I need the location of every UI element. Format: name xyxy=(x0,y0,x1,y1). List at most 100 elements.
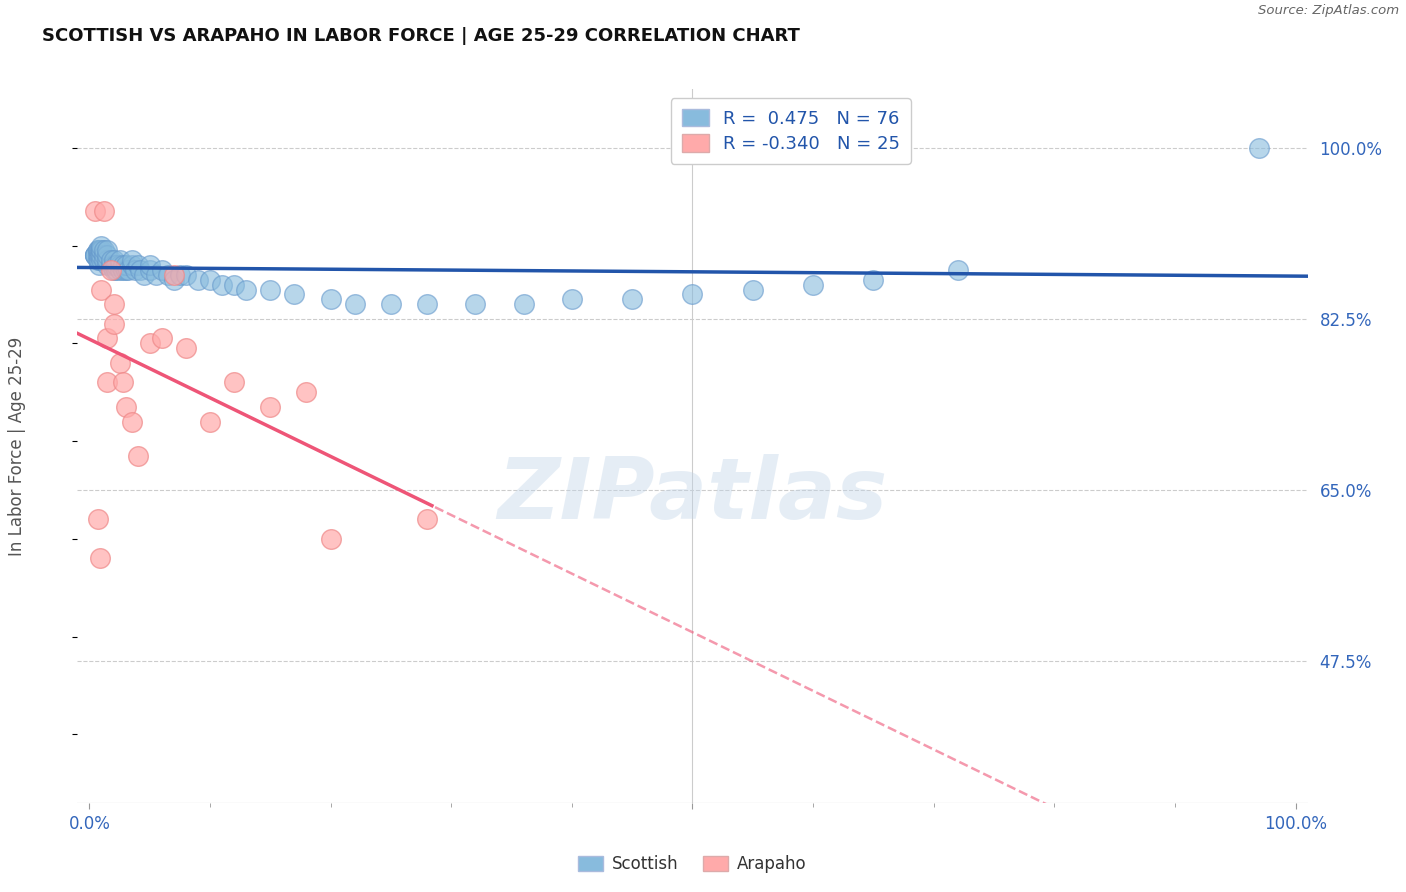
Point xyxy=(96,331,118,345)
Text: ZIPatlas: ZIPatlas xyxy=(498,454,887,538)
Point xyxy=(90,244,112,258)
Legend: Scottish, Arapaho: Scottish, Arapaho xyxy=(572,849,813,880)
Point xyxy=(862,273,884,287)
Point xyxy=(108,253,131,268)
Point xyxy=(112,376,135,390)
Point xyxy=(132,268,155,282)
Text: SCOTTISH VS ARAPAHO IN LABOR FORCE | AGE 25-29 CORRELATION CHART: SCOTTISH VS ARAPAHO IN LABOR FORCE | AGE… xyxy=(42,27,800,45)
Point xyxy=(283,287,305,301)
Point xyxy=(90,283,112,297)
Point xyxy=(138,263,160,277)
Point xyxy=(121,253,143,268)
Point xyxy=(156,268,179,282)
Point xyxy=(93,248,115,262)
Point xyxy=(108,356,131,370)
Point xyxy=(89,248,111,262)
Point xyxy=(89,551,111,566)
Point xyxy=(174,268,197,282)
Point xyxy=(319,532,342,546)
Point xyxy=(93,204,115,219)
Point xyxy=(561,293,583,307)
Point xyxy=(259,283,281,297)
Point xyxy=(114,258,136,272)
Point xyxy=(127,258,149,272)
Point xyxy=(464,297,486,311)
Point xyxy=(103,263,125,277)
Point xyxy=(198,273,221,287)
Point xyxy=(127,449,149,463)
Point xyxy=(87,253,110,268)
Point xyxy=(169,268,191,282)
Point xyxy=(108,258,131,272)
Text: In Labor Force | Age 25-29: In Labor Force | Age 25-29 xyxy=(8,336,25,556)
Point xyxy=(100,258,122,272)
Point xyxy=(96,376,118,390)
Point xyxy=(235,283,257,297)
Point xyxy=(150,263,173,277)
Point xyxy=(87,512,110,526)
Point xyxy=(108,263,131,277)
Point xyxy=(90,244,112,258)
Point xyxy=(319,293,342,307)
Point xyxy=(741,283,763,297)
Point xyxy=(124,263,146,277)
Point xyxy=(224,376,246,390)
Point xyxy=(84,248,107,262)
Point xyxy=(416,512,439,526)
Point xyxy=(259,400,281,414)
Point xyxy=(104,263,127,277)
Point xyxy=(946,263,969,277)
Point xyxy=(96,244,118,258)
Point xyxy=(682,287,704,301)
Point xyxy=(198,415,221,429)
Point xyxy=(187,273,209,287)
Point xyxy=(87,244,110,258)
Point xyxy=(87,244,110,258)
Point xyxy=(138,258,160,272)
Point xyxy=(224,277,246,292)
Point xyxy=(104,258,127,272)
Point xyxy=(87,258,110,272)
Point xyxy=(138,336,160,351)
Point xyxy=(93,253,115,268)
Point xyxy=(96,253,118,268)
Point xyxy=(84,248,107,262)
Point xyxy=(112,258,135,272)
Point xyxy=(84,248,107,262)
Point xyxy=(145,268,167,282)
Text: Source: ZipAtlas.com: Source: ZipAtlas.com xyxy=(1258,4,1399,18)
Point xyxy=(100,263,122,277)
Point xyxy=(93,244,115,258)
Point xyxy=(103,317,125,331)
Point xyxy=(87,248,110,262)
Point xyxy=(121,415,143,429)
Point xyxy=(121,258,143,272)
Point xyxy=(211,277,233,292)
Point xyxy=(621,293,644,307)
Point xyxy=(103,297,125,311)
Point xyxy=(174,341,197,355)
Point xyxy=(84,248,107,262)
Point xyxy=(103,253,125,268)
Point xyxy=(87,244,110,258)
Point xyxy=(380,297,402,311)
Point xyxy=(343,297,366,311)
Point xyxy=(801,277,824,292)
Point xyxy=(87,248,110,262)
Point xyxy=(89,244,111,258)
Point xyxy=(103,258,125,272)
Point xyxy=(150,331,173,345)
Point xyxy=(295,385,318,400)
Point xyxy=(84,204,107,219)
Point xyxy=(114,400,136,414)
Point xyxy=(416,297,439,311)
Point xyxy=(114,263,136,277)
Point xyxy=(112,263,135,277)
Point xyxy=(512,297,534,311)
Point xyxy=(163,273,186,287)
Point xyxy=(90,248,112,262)
Point xyxy=(96,258,118,272)
Point xyxy=(129,263,152,277)
Point xyxy=(163,268,186,282)
Point xyxy=(90,253,112,268)
